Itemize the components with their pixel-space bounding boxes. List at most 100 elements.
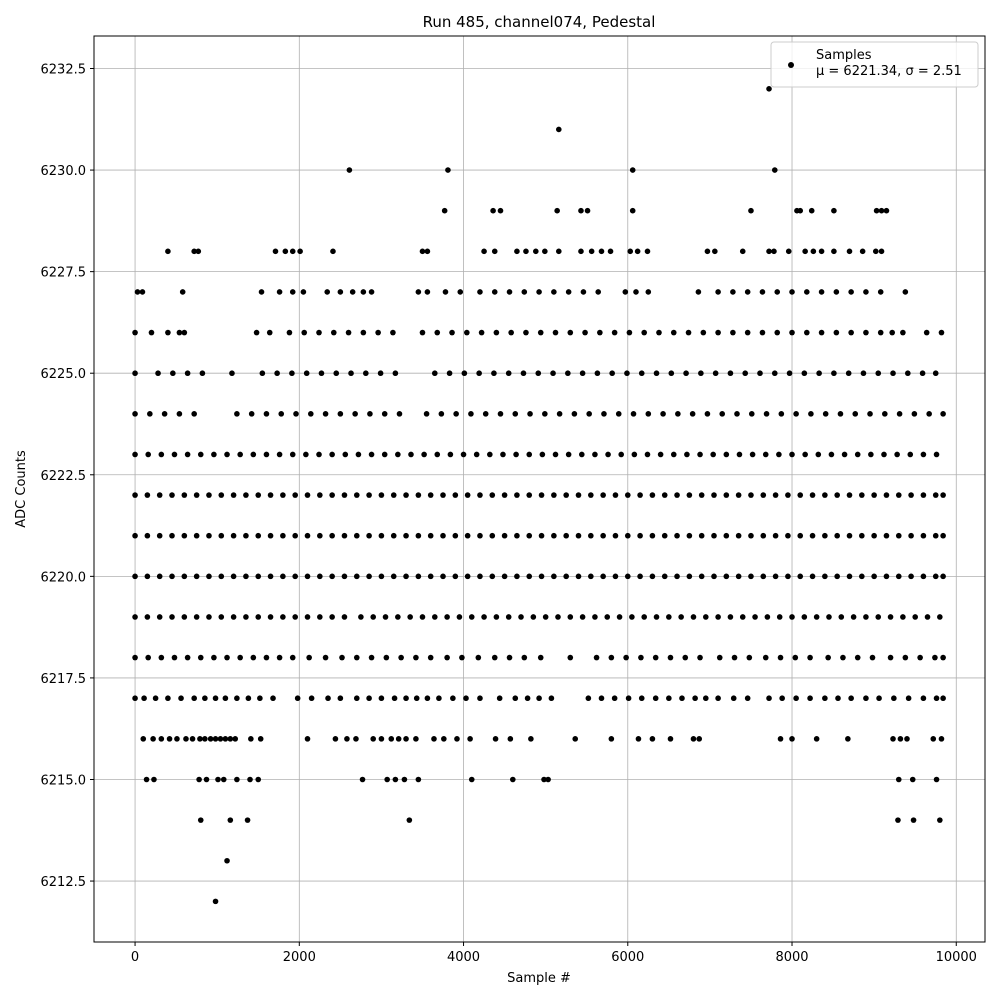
data-point [660,411,666,417]
data-point [760,492,767,498]
data-point [859,248,866,255]
data-point [938,329,945,336]
data-point [831,207,837,214]
data-point [193,614,200,620]
data-point [378,532,385,539]
data-point [920,492,927,498]
data-point [875,370,882,377]
data-point [424,248,431,255]
data-point [332,736,339,742]
data-point [224,857,230,864]
data-point [600,573,606,580]
data-point [616,614,623,620]
data-point [392,370,399,377]
data-point [322,654,329,661]
data-point [698,532,705,539]
x-tick-label: 10000 [936,950,977,965]
data-point [403,736,409,742]
data-point [759,289,766,295]
data-point [407,614,413,620]
data-point [143,776,150,783]
data-point [427,654,434,661]
data-point [920,695,927,702]
data-point [919,370,926,377]
data-point [521,289,528,295]
y-tick-label: 6232.5 [41,63,87,78]
data-point [542,248,548,255]
data-point [337,411,344,417]
data-point [390,532,397,539]
data-point [169,614,175,620]
data-point [920,573,927,580]
data-point [793,411,799,417]
data-point [456,614,463,620]
data-point [757,370,763,377]
data-point [467,736,473,742]
data-point [585,695,592,702]
data-point [491,654,498,661]
data-point [306,654,312,661]
data-point [370,614,377,620]
data-point [933,451,940,458]
data-point [491,289,498,295]
data-point [715,614,721,620]
data-point [184,370,191,377]
data-point [556,411,563,417]
data-point [438,411,445,417]
data-point [822,573,828,580]
data-point [652,654,659,661]
data-point [649,532,656,539]
data-point [475,654,482,661]
data-point [353,492,360,498]
data-point [477,573,483,580]
data-point [179,289,186,295]
data-point [276,451,283,458]
data-point [686,532,693,539]
data-point [151,776,157,783]
data-point [492,736,499,742]
data-point [834,573,840,580]
y-tick-label: 6215.0 [41,773,87,788]
data-point [166,736,173,742]
data-point [464,532,471,539]
data-point [895,776,902,783]
data-point [464,329,470,336]
data-point [683,370,689,377]
data-point [689,411,696,417]
data-point [427,573,434,580]
data-point [825,654,831,661]
data-point [255,573,262,580]
data-point [477,492,483,498]
data-point [656,329,662,336]
data-point [145,654,151,661]
data-point [785,248,792,255]
data-point [786,370,793,377]
data-point [171,451,178,458]
data-point [716,654,723,661]
data-point [493,614,500,620]
data-point [565,370,571,377]
data-point [686,573,693,580]
data-point [612,573,619,580]
data-point [818,248,825,255]
data-point [816,370,822,377]
data-point [234,695,240,702]
data-point [507,736,514,742]
data-point [218,614,225,620]
data-point [427,492,434,498]
data-point [801,614,808,620]
data-point [883,532,890,539]
data-point [697,654,703,661]
data-point [263,654,270,661]
data-point [263,411,270,417]
data-point [831,370,837,377]
data-point [169,532,175,539]
data-point [144,492,151,498]
data-point [649,573,656,580]
data-point [366,695,372,702]
data-point [206,532,212,539]
data-point [771,167,778,173]
data-point [586,411,592,417]
data-point [826,614,832,620]
